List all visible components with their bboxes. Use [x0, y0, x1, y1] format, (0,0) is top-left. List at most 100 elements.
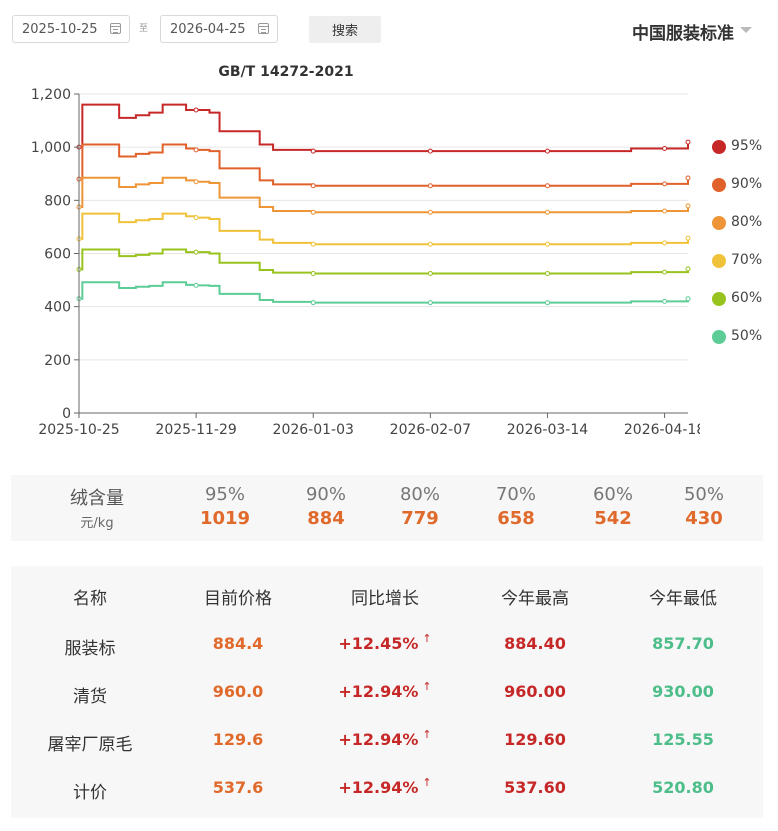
down-pct-label: 70%	[495, 484, 536, 505]
data-point	[544, 209, 550, 215]
start-date-input[interactable]: 2025-10-25	[12, 15, 130, 43]
data-point	[193, 215, 199, 221]
down-pct-label: 60%	[592, 484, 633, 505]
cell-value: 960.0	[212, 682, 264, 701]
data-point	[427, 241, 433, 247]
table-cell-low: 125.55	[618, 730, 748, 749]
data-point	[544, 241, 550, 247]
series-line-70pct	[79, 212, 689, 246]
down-pct-label: 50%	[683, 484, 724, 505]
end-date-input[interactable]: 2026-04-25	[160, 15, 278, 43]
start-date-value: 2025-10-25	[22, 22, 98, 37]
standard-selector[interactable]: 中国服装标准	[632, 24, 734, 44]
search-button[interactable]: 搜索	[309, 16, 381, 43]
down-content-prices: 绒含量 元/kg 95% 1019 90% 884 80% 779 70% 658 60% 542…	[11, 475, 763, 541]
data-point	[193, 147, 199, 153]
data-point	[685, 235, 691, 241]
data-point	[662, 145, 668, 151]
data-point	[662, 298, 668, 304]
series-line-95pct	[79, 103, 689, 153]
table-row[interactable]: 清货 960.0 +12.94% ↑ 960.00 930.00	[11, 674, 763, 714]
legend-swatch	[712, 178, 726, 192]
x-tick-label: 2025-11-29	[155, 422, 236, 438]
down-price-value: 658	[497, 508, 535, 529]
down-pct-label: 80%	[399, 484, 440, 505]
x-tick-label: 2026-01-03	[273, 422, 354, 438]
table-row[interactable]: 计价 537.6 +12.94% ↑ 537.60 520.80	[11, 770, 763, 810]
cell-value: 129.6	[212, 730, 264, 749]
table-header: 今年最高	[501, 589, 569, 609]
data-point	[685, 266, 691, 272]
series-line-60pct	[79, 248, 689, 275]
legend-swatch	[712, 216, 726, 230]
table-row[interactable]: 屠宰厂原毛 129.6 +12.94% ↑ 129.60 125.55	[11, 722, 763, 762]
table-header: 同比增长	[351, 589, 419, 609]
down-price-item: 60% 542	[573, 484, 653, 529]
data-point	[685, 296, 691, 302]
down-price-item: 95% 1019	[185, 484, 265, 529]
cell-value: 884.40	[504, 634, 566, 653]
down-price-value: 884	[307, 508, 345, 529]
table-cell-current: 537.6	[173, 778, 303, 797]
table-cell-low: 857.70	[618, 634, 748, 653]
data-point	[193, 179, 199, 185]
cell-value: 清货	[73, 687, 107, 707]
filter-bar: 2025-10-25 至 2026-04-25 搜索 中国服装标准	[0, 0, 778, 60]
series-line-80pct	[79, 176, 689, 214]
data-point	[427, 270, 433, 276]
cell-value: +12.94%	[338, 730, 419, 749]
data-point	[662, 269, 668, 275]
down-price-value: 430	[685, 508, 723, 529]
down-price-value: 779	[401, 508, 439, 529]
table-cell-yoy: +12.94% ↑	[320, 680, 450, 701]
arrow-up-icon: ↑	[422, 776, 432, 789]
table-header: 目前价格	[204, 589, 272, 609]
data-point	[427, 148, 433, 154]
data-point	[685, 203, 691, 209]
data-point	[544, 148, 550, 154]
legend-label: 95%	[731, 138, 763, 154]
table-header: 今年最低	[649, 589, 717, 609]
data-point	[310, 209, 316, 215]
down-price-value: 1019	[199, 508, 251, 529]
data-point	[427, 209, 433, 215]
data-point	[310, 241, 316, 247]
table-cell-high: 884.40	[470, 634, 600, 653]
cell-value: 960.00	[504, 682, 566, 701]
data-point	[193, 282, 199, 288]
chevron-down-icon[interactable]	[740, 27, 752, 33]
cell-value: +12.94%	[338, 682, 419, 701]
table-cell-high: 960.00	[470, 682, 600, 701]
table-cell-yoy: +12.45% ↑	[320, 632, 450, 653]
legend-label: 60%	[731, 290, 763, 306]
price-table: 名称 目前价格 同比增长 今年最高 今年最低 服装标 884.4 +12.45% ↑ 884.40…	[11, 566, 763, 818]
data-point	[193, 249, 199, 255]
x-tick-label: 2025-10-25	[38, 422, 119, 438]
table-row[interactable]: 服装标 884.4 +12.45% ↑ 884.40 857.70	[11, 626, 763, 666]
y-tick-label: 400	[44, 300, 71, 316]
series-line-90pct	[79, 143, 689, 187]
data-point	[310, 270, 316, 276]
data-point	[193, 107, 199, 113]
data-point	[427, 300, 433, 306]
y-tick-label: 1,200	[31, 87, 71, 103]
data-point	[427, 183, 433, 189]
down-content-label: 绒含量	[70, 488, 124, 509]
arrow-up-icon: ↑	[422, 728, 432, 741]
arrow-up-icon: ↑	[422, 632, 432, 645]
y-tick-label: 600	[44, 247, 71, 263]
table-cell-current: 129.6	[173, 730, 303, 749]
price-unit: 元/kg	[80, 516, 114, 531]
legend-label: 70%	[731, 252, 763, 268]
table-cell-name: 清货	[25, 682, 155, 707]
cell-value: 930.00	[652, 682, 714, 701]
table-cell-name: 服装标	[25, 634, 155, 659]
cell-value: 537.6	[212, 778, 264, 797]
y-tick-label: 800	[44, 193, 71, 209]
table-cell-current: 960.0	[173, 682, 303, 701]
legend-label: 90%	[731, 176, 763, 192]
chart-title: GB/T 14272-2021	[218, 64, 354, 80]
data-point	[685, 175, 691, 181]
cell-value: 537.60	[504, 778, 566, 797]
series-line-50pct	[79, 281, 689, 304]
